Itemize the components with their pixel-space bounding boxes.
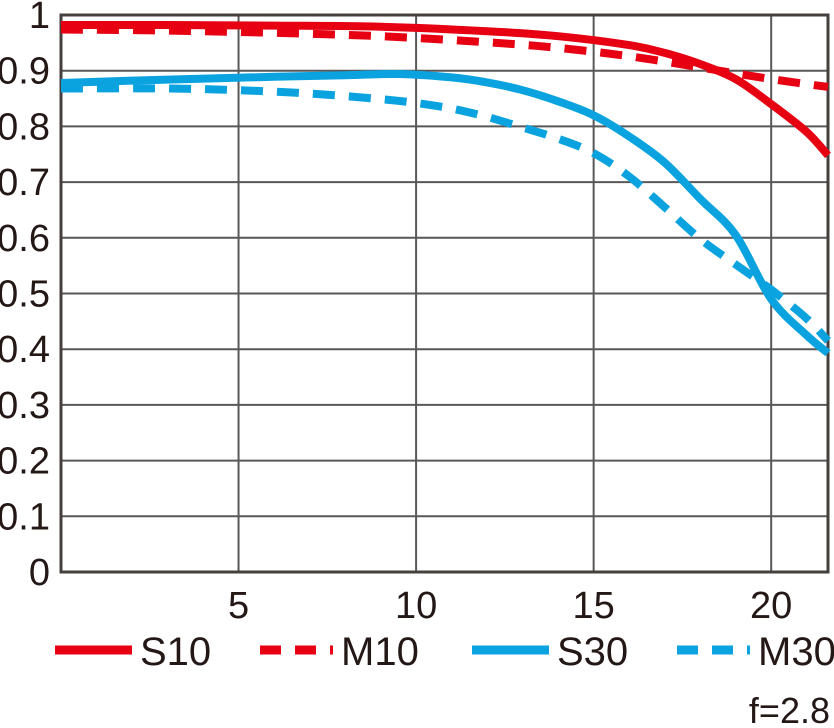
y-tick-label: 0.4 xyxy=(0,329,50,371)
x-axis-labels: 5 10 15 20 xyxy=(228,585,792,627)
legend-label: M10 xyxy=(341,630,419,674)
y-tick-label: 0.8 xyxy=(0,106,50,148)
legend-item-S10: S10 xyxy=(55,630,211,674)
y-tick-label: 0.3 xyxy=(0,385,50,427)
legend-label: M30 xyxy=(758,630,834,674)
aperture-annotation: f=2.8 xyxy=(749,690,830,728)
curves xyxy=(60,20,831,357)
legend-label: S30 xyxy=(557,630,628,674)
x-tick-label: 15 xyxy=(572,585,614,627)
y-tick-label: 0.1 xyxy=(0,496,50,538)
y-tick-label: 0 xyxy=(29,552,50,594)
y-axis-labels: 1 0.9 0.8 0.7 0.6 0.5 0.4 0.3 0.2 0.1 0 xyxy=(0,0,50,594)
legend: S10 M10 S30 M30 xyxy=(55,630,834,674)
y-tick-label: 0.9 xyxy=(0,51,50,93)
curve-M30 xyxy=(60,84,831,344)
legend-item-M10: M10 xyxy=(260,630,419,674)
x-tick-label: 20 xyxy=(750,585,792,627)
y-tick-label: 0.2 xyxy=(0,441,50,483)
curve-S30 xyxy=(60,69,831,357)
gridlines xyxy=(61,14,828,573)
plot-border xyxy=(59,13,830,574)
y-tick-label: 0.5 xyxy=(0,274,50,316)
y-tick-label: 1 xyxy=(29,0,50,37)
curve-S10 xyxy=(60,20,831,159)
legend-label: S10 xyxy=(140,630,211,674)
legend-item-M30: M30 xyxy=(677,630,834,674)
legend-item-S30: S30 xyxy=(472,630,628,674)
x-tick-label: 10 xyxy=(395,585,437,627)
x-tick-label: 5 xyxy=(228,585,249,627)
y-tick-label: 0.7 xyxy=(0,162,50,204)
y-tick-label: 0.6 xyxy=(0,218,50,260)
